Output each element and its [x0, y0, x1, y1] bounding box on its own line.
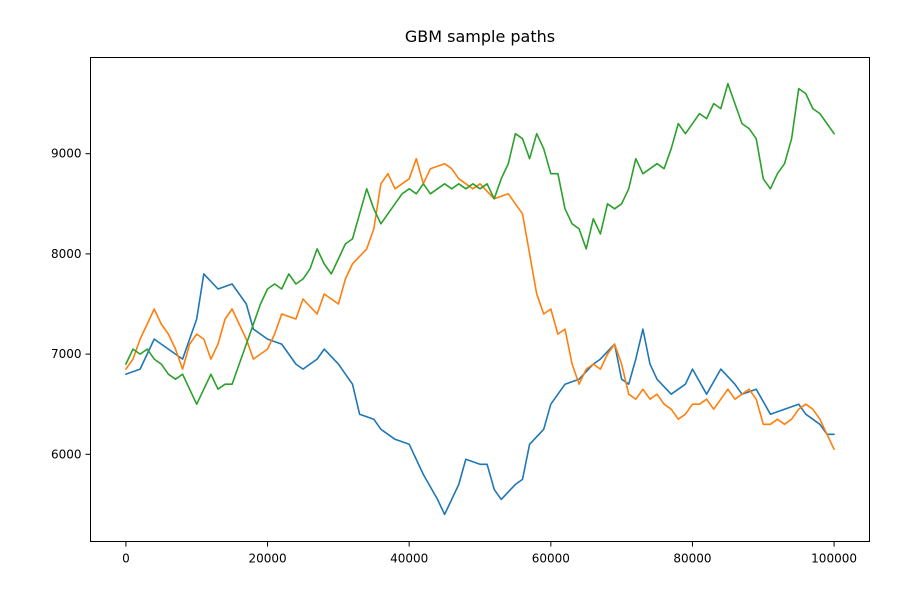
y-tick-label: 9000 — [51, 147, 82, 161]
x-tick-label: 100000 — [811, 552, 857, 566]
y-tick-label: 6000 — [51, 447, 82, 461]
x-tick-label: 60000 — [532, 552, 570, 566]
x-tick-label: 80000 — [673, 552, 711, 566]
y-tick-label: 8000 — [51, 247, 82, 261]
series-layer — [125, 82, 835, 516]
series-line-1 — [125, 273, 835, 516]
series-line-3 — [125, 82, 835, 405]
series-line-2 — [125, 157, 835, 451]
x-tick-label: 40000 — [390, 552, 428, 566]
y-axis: 6000 7000 8000 9000 — [51, 147, 91, 461]
x-tick-label: 20000 — [248, 552, 286, 566]
y-tick-label: 7000 — [51, 347, 82, 361]
chart-title: GBM sample paths — [405, 27, 555, 46]
plot-frame — [90, 57, 870, 542]
x-tick-label: 0 — [122, 552, 130, 566]
x-axis: 0 20000 40000 60000 80000 100000 — [122, 541, 857, 566]
